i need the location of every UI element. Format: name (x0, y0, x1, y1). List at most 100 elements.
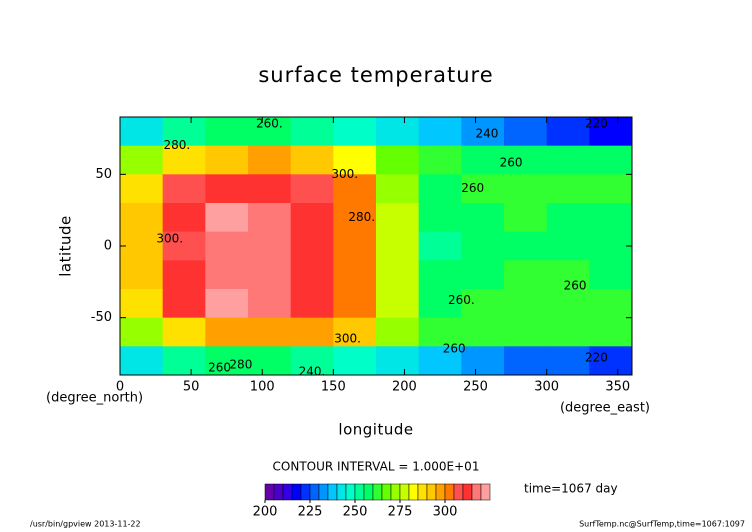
cell (461, 203, 505, 233)
colorbar-tick-label: 275 (388, 505, 413, 520)
contour-label: 300. (331, 167, 358, 181)
cell (589, 203, 633, 233)
cell (376, 174, 420, 204)
colorbar-box (345, 483, 356, 501)
cell (418, 203, 462, 233)
cell (248, 231, 292, 261)
contour-label: 240. (299, 365, 326, 379)
cell (376, 231, 420, 261)
cell (589, 346, 633, 376)
cell (376, 260, 420, 290)
cell (546, 346, 590, 376)
contour-label: 260 (208, 360, 231, 374)
cell (205, 317, 249, 347)
contour-label: 280. (348, 210, 375, 224)
contour-label: 220 (585, 117, 608, 131)
cell (120, 346, 164, 376)
cell (248, 346, 292, 376)
colorbar-box (327, 483, 338, 501)
cell (333, 174, 377, 204)
cell (461, 117, 505, 147)
cell (504, 117, 548, 147)
colorbar-tick-label: 300 (433, 505, 458, 520)
x-tick-label: 0 (116, 380, 124, 395)
cell (162, 260, 206, 290)
contour-label: 300. (334, 332, 361, 346)
cell (589, 289, 633, 319)
cell (376, 145, 420, 175)
cell (162, 203, 206, 233)
cell (418, 346, 462, 376)
contour-label: 260 (564, 279, 587, 293)
cell (333, 145, 377, 175)
y-units: (degree_north) (46, 391, 143, 406)
cell (205, 260, 249, 290)
x-tick-label: 250 (463, 380, 488, 395)
colorbar-box (417, 483, 428, 501)
cell (248, 117, 292, 147)
contour-label: 260. (448, 293, 475, 307)
colorbar-box (435, 483, 446, 501)
y-tick-label: -50 (91, 310, 112, 325)
colorbar-box (363, 483, 374, 501)
colorbar-box (480, 483, 491, 501)
cell (504, 289, 548, 319)
x-tick-label: 350 (605, 380, 630, 395)
cell (290, 346, 334, 376)
cell (205, 231, 249, 261)
cell (290, 174, 334, 204)
cell (120, 203, 164, 233)
cell (589, 117, 633, 147)
x-axis-label: longitude (338, 421, 413, 439)
colorbar-box (282, 483, 293, 501)
cell (290, 231, 334, 261)
y-axis-label: latitude (57, 215, 75, 277)
cell (205, 117, 249, 147)
cell (205, 203, 249, 233)
cell (162, 174, 206, 204)
cell (376, 317, 420, 347)
cell (120, 231, 164, 261)
cell (376, 289, 420, 319)
colorbar-box (408, 483, 419, 501)
cell (205, 346, 249, 376)
cell (120, 117, 164, 147)
cell (248, 289, 292, 319)
colorbar-box (399, 483, 410, 501)
contour-label: 280 (229, 357, 252, 371)
cell (504, 346, 548, 376)
cell (461, 346, 505, 376)
cell (205, 174, 249, 204)
colorbar-box (264, 483, 275, 501)
cell (162, 317, 206, 347)
contour-label: 260. (256, 117, 283, 131)
cell (418, 317, 462, 347)
cell (589, 145, 633, 175)
contour-label: 300. (156, 231, 183, 245)
cell (162, 145, 206, 175)
y-tick-label: 50 (95, 167, 112, 182)
contour-label: 220 (585, 350, 608, 364)
cell (546, 231, 590, 261)
cell (333, 231, 377, 261)
colorbar-box (462, 483, 473, 501)
x-tick-label: 150 (321, 380, 346, 395)
contour-label: 280. (164, 138, 191, 152)
cell (504, 203, 548, 233)
cell (546, 145, 590, 175)
cell (120, 145, 164, 175)
cell (418, 231, 462, 261)
cell (504, 174, 548, 204)
contour-label: 260 (461, 181, 484, 195)
cell (546, 203, 590, 233)
cell (162, 289, 206, 319)
cell (120, 174, 164, 204)
colorbar-box (336, 483, 347, 501)
cell (546, 260, 590, 290)
colorbar-box (291, 483, 302, 501)
cell (248, 260, 292, 290)
cell (504, 145, 548, 175)
contour-label: 260 (500, 155, 523, 169)
colorbar-box (372, 483, 383, 501)
